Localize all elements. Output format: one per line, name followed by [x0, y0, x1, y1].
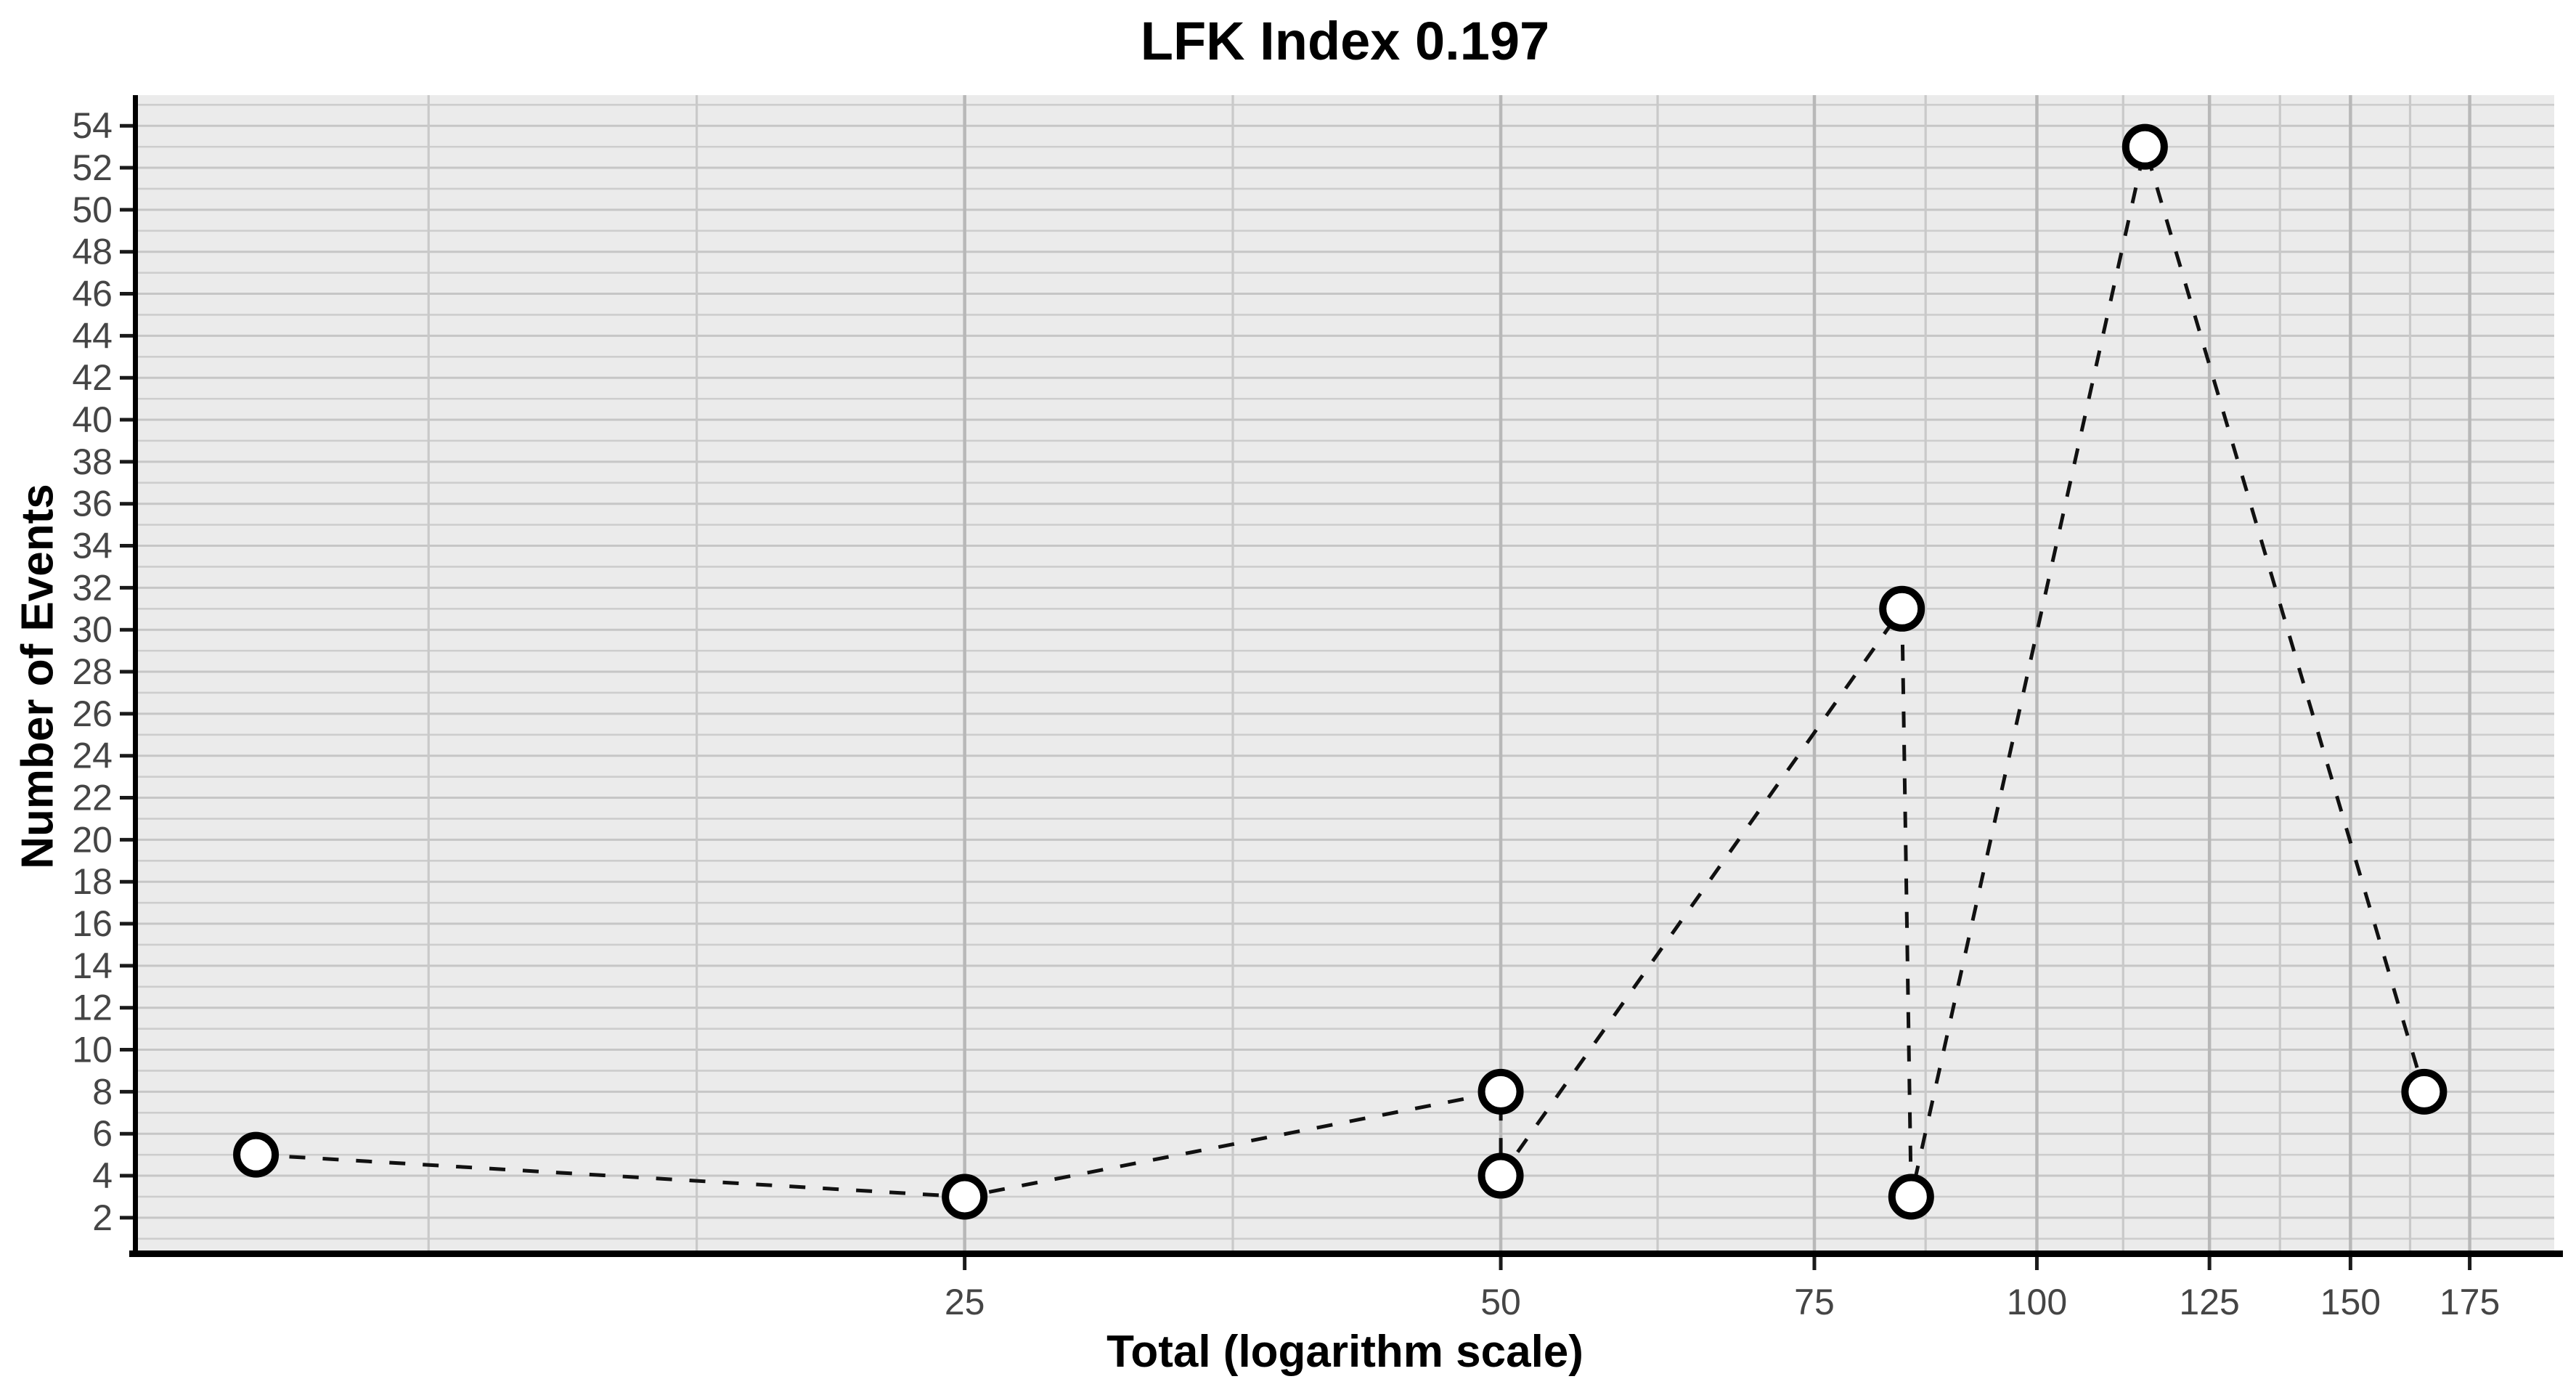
y-tick-label: 28 — [72, 651, 113, 692]
y-tick-label: 38 — [72, 442, 113, 482]
x-tick-label: 125 — [2179, 1282, 2239, 1322]
data-point-marker — [2401, 1068, 2447, 1115]
chart-title: LFK Index 0.197 — [1140, 11, 1550, 71]
data-point-marker — [1477, 1152, 1524, 1199]
y-tick-label: 20 — [72, 819, 113, 860]
y-axis-line — [133, 95, 138, 1257]
data-point-marker — [2121, 123, 2168, 170]
data-point-marker — [1879, 585, 1925, 632]
x-tick-label: 100 — [2007, 1282, 2067, 1322]
y-tick-label: 26 — [72, 694, 113, 734]
y-tick-label: 52 — [72, 147, 113, 188]
x-tick-label: 150 — [2320, 1282, 2381, 1322]
y-tick-label: 6 — [92, 1113, 113, 1154]
data-point-marker — [1477, 1068, 1524, 1115]
series-line — [256, 139, 2426, 1199]
y-tick-label: 46 — [72, 274, 113, 314]
y-tick-label: 42 — [72, 357, 113, 398]
y-tick-label: 40 — [72, 399, 113, 440]
y-tick-label: 2 — [92, 1197, 113, 1238]
x-tick-label: 25 — [945, 1282, 985, 1322]
y-tick-label: 22 — [72, 778, 113, 818]
y-tick-label: 10 — [72, 1030, 113, 1070]
y-tick-label: 34 — [72, 526, 113, 566]
x-tick-label: 175 — [2440, 1282, 2500, 1322]
y-tick-label: 44 — [72, 315, 113, 356]
y-tick-label: 8 — [92, 1071, 113, 1112]
y-tick-label: 4 — [92, 1155, 113, 1196]
y-tick-label: 50 — [72, 190, 113, 230]
data-point-marker — [233, 1131, 280, 1178]
y-tick-label: 12 — [72, 988, 113, 1028]
x-axis-title: Total (logarithm scale) — [1106, 1327, 1583, 1377]
y-tick-label: 30 — [72, 609, 113, 650]
y-tick-label: 54 — [72, 105, 113, 146]
y-tick-label: 18 — [72, 861, 113, 902]
y-tick-label: 14 — [72, 945, 113, 986]
y-tick-label: 36 — [72, 484, 113, 524]
y-tick-label: 48 — [72, 232, 113, 272]
data-point-marker — [942, 1174, 988, 1220]
y-tick-label: 16 — [72, 903, 113, 944]
x-tick-label: 50 — [1480, 1282, 1521, 1322]
x-tick-label: 75 — [1794, 1282, 1835, 1322]
data-point-marker — [1888, 1174, 1934, 1220]
y-tick-label: 24 — [72, 736, 113, 776]
y-tick-label: 32 — [72, 567, 113, 608]
y-axis-title: Number of Events — [12, 484, 63, 869]
x-axis-line — [129, 1250, 2563, 1257]
